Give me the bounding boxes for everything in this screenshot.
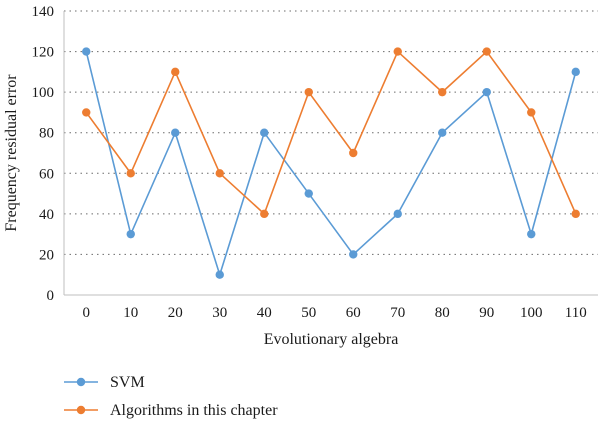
y-tick-label: 120 [32,45,55,61]
legend: SVM Algorithms in this chapter [64,374,278,419]
legend-marker [76,377,86,387]
data-point [438,87,447,97]
data-point [482,87,491,97]
data-point [260,209,269,219]
y-axis-title: Frequency residual error [3,74,20,232]
data-point [527,108,536,117]
data-point [171,128,180,137]
x-tick-label: 60 [346,305,361,321]
y-tick-labels: 0 20 40 60 80 100 120 140 [32,4,55,304]
series-line [85,51,577,278]
data-point [126,169,135,178]
data-point [304,87,313,97]
x-tick-label: 70 [390,305,405,321]
y-tick-label: 20 [39,247,54,263]
data-point [260,128,269,137]
legend-label: SVM [110,374,145,391]
x-tick-label: 10 [123,305,138,321]
x-tick-label: 100 [520,305,543,321]
x-tick-label: 0 [83,305,91,321]
data-point [82,47,91,56]
data-point [349,250,358,259]
y-tick-label: 40 [39,207,54,223]
data-point [393,47,402,56]
data-point [126,229,135,239]
x-tick-label: 30 [212,305,227,321]
data-point [215,169,224,178]
series-1 [82,47,580,279]
x-tick-label: 90 [479,305,494,321]
gridlines [64,10,598,255]
x-tick-label: 40 [257,305,272,321]
legend-marker [76,405,86,415]
y-tick-label: 100 [32,85,55,101]
data-point [571,209,580,219]
series-2 [82,47,580,219]
y-tick-label: 80 [39,126,54,142]
y-tick-label: 60 [39,166,54,182]
y-tick-label: 0 [47,288,55,304]
data-point [438,128,447,137]
legend-item: SVM [64,374,145,391]
series-line [85,50,577,216]
legend-label: Algorithms in this chapter [110,402,278,419]
x-tick-labels: 0 10 20 30 40 50 60 70 80 90 100 110 [83,305,587,321]
x-tick-label: 20 [168,305,183,321]
data-point [393,209,402,219]
x-axis-title: Evolutionary algebra [264,331,399,348]
data-point [482,47,491,56]
data-point [571,67,580,77]
data-point [304,189,313,198]
data-point [82,108,91,117]
x-tick-label: 80 [435,305,450,321]
data-point [215,270,224,279]
x-tick-label: 50 [301,305,316,321]
legend-item: Algorithms in this chapter [64,402,278,419]
data-point [527,229,536,239]
data-point [349,148,358,158]
y-tick-label: 140 [32,4,55,20]
data-point [171,67,180,77]
x-tick-label: 110 [565,305,587,321]
series-lines [82,47,580,279]
